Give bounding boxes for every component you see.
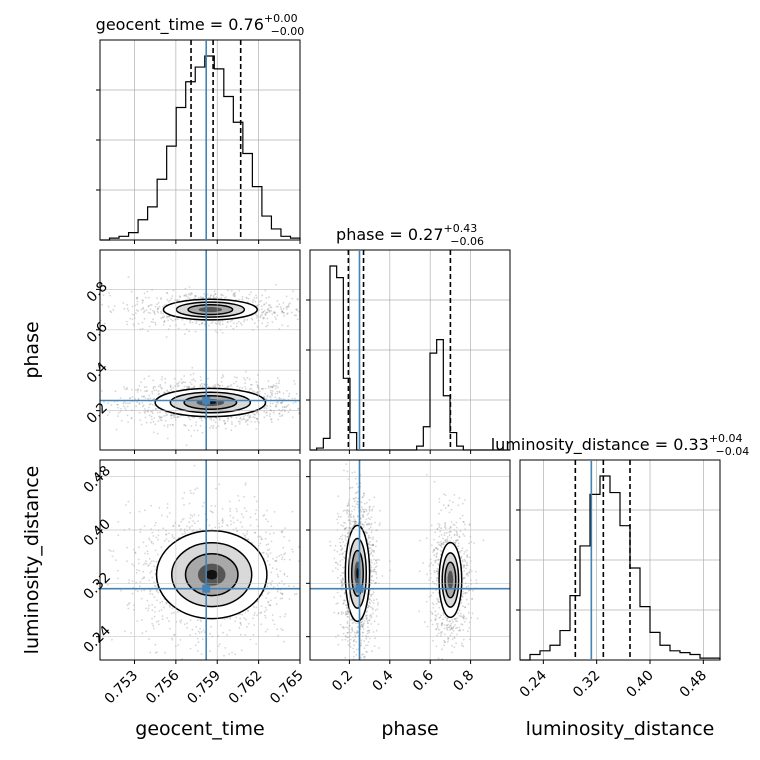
x-tick-label: 0.40: [623, 668, 656, 701]
title-plus: +0.43: [444, 222, 478, 235]
y-tick-label: 0.4: [84, 359, 111, 386]
density-contour: [205, 569, 218, 580]
y-tick-label: 0.32: [81, 569, 114, 602]
x-tick-label: 0.762: [226, 668, 266, 708]
y-tick-label: 0.6: [84, 319, 111, 346]
histogram-luminosity_distance: [520, 475, 721, 661]
density-panel-geocent_time-luminosity_distance: [99, 459, 301, 661]
title-value: 0.76: [228, 15, 264, 34]
title-minus: −0.04: [716, 445, 750, 458]
density-panel-phase-luminosity_distance: [309, 459, 511, 661]
axes-frame: [309, 459, 511, 661]
title-plus: +0.04: [709, 432, 743, 445]
axes-frame: [99, 459, 301, 661]
y-tick-label: 0.8: [84, 279, 111, 306]
title-value: 0.27: [408, 225, 444, 244]
title-prefix: phase =: [336, 225, 408, 244]
x-tick-label: 0.8: [450, 668, 477, 695]
hist-panel-geocent_time: geocent_time = 0.76+0.00 −0.00: [96, 12, 305, 241]
truth-marker: [355, 584, 364, 593]
y-tick-label: 0.24: [81, 623, 114, 656]
x-axis-label-phase: phase: [381, 718, 438, 740]
x-tick-label: 0.24: [517, 667, 550, 700]
x-tick-label: 0.6: [410, 667, 437, 694]
y-axis-label-phase: phase: [21, 321, 43, 378]
x-axis-label-geocent_time: geocent_time: [135, 718, 264, 740]
x-tick-label: 0.753: [102, 668, 142, 708]
title-minus: −0.06: [450, 235, 484, 248]
panel-title-phase: phase = 0.27+0.43 −0.06: [336, 222, 484, 248]
title-value: 0.33: [673, 435, 709, 454]
axes-frame: [99, 249, 301, 451]
x-tick-label: 0.759: [184, 668, 224, 708]
density-panel-geocent_time-phase: [99, 249, 301, 451]
panel-title-luminosity_distance: luminosity_distance = 0.33+0.04 −0.04: [491, 432, 750, 458]
title-minus: −0.00: [271, 25, 305, 38]
y-axis-label-luminosity_distance: luminosity_distance: [21, 466, 43, 655]
x-axis-label-luminosity_distance: luminosity_distance: [526, 718, 715, 740]
histogram-phase: [310, 265, 510, 451]
y-tick-label: 0.2: [84, 400, 111, 427]
title-plus: +0.00: [264, 12, 298, 25]
truth-marker: [202, 584, 211, 593]
x-tick-label: 0.765: [267, 668, 307, 708]
title-prefix: geocent_time =: [96, 15, 229, 35]
x-tick-label: 0.48: [677, 668, 710, 701]
x-tick-label: 0.32: [570, 668, 603, 701]
hist-panel-phase: phase = 0.27+0.43 −0.06: [306, 222, 511, 451]
x-tick-label: 0.756: [143, 667, 183, 707]
y-tick-label: 0.48: [81, 463, 114, 496]
panel-title-geocent_time: geocent_time = 0.76+0.00 −0.00: [96, 12, 305, 38]
title-prefix: luminosity_distance =: [491, 435, 673, 455]
x-tick-label: 0.4: [370, 667, 397, 694]
hist-panel-luminosity_distance: luminosity_distance = 0.33+0.04 −0.04: [491, 432, 750, 661]
density-contour: [447, 570, 454, 590]
density-contour: [356, 568, 359, 579]
density-contour: [198, 307, 223, 313]
truth-marker: [202, 396, 211, 405]
y-tick-label: 0.40: [81, 516, 114, 549]
histogram-geocent_time: [100, 55, 301, 241]
x-tick-label: 0.2: [329, 668, 356, 695]
